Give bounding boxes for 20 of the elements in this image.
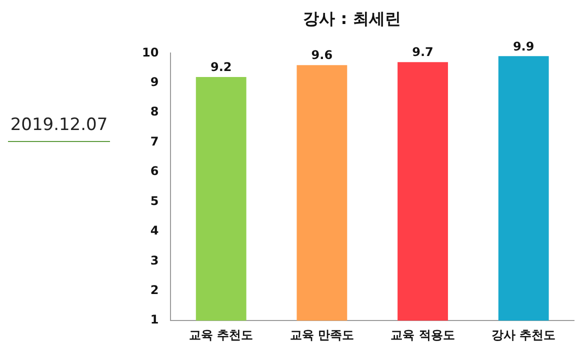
x-tick-label: 교육 적용도	[390, 328, 455, 342]
y-tick-label: 5	[150, 194, 159, 208]
data-label: 9.6	[311, 48, 333, 62]
x-tick-label: 강사 추천도	[491, 328, 556, 342]
y-tick-label: 2	[150, 283, 159, 298]
y-tick-label: 3	[150, 253, 159, 268]
y-tick-label: 4	[150, 224, 159, 238]
y-tick-label: 6	[150, 164, 159, 178]
x-tick-label: 교육 만족도	[290, 328, 354, 342]
data-label: 9.7	[412, 45, 434, 60]
y-tick-label: 8	[150, 104, 159, 119]
data-label: 9.9	[512, 39, 534, 54]
y-tick-label: 10	[142, 45, 159, 60]
text: 2019.12.07	[8, 115, 110, 142]
y-tick-label: 1	[150, 312, 159, 327]
y-tick-label: 7	[150, 134, 159, 148]
data-label: 9.2	[210, 60, 232, 74]
y-tick-label: 9	[150, 75, 159, 90]
chart-title: 강사 : 최세린	[303, 8, 401, 28]
x-tick-label: 교육 추천도	[189, 328, 254, 342]
